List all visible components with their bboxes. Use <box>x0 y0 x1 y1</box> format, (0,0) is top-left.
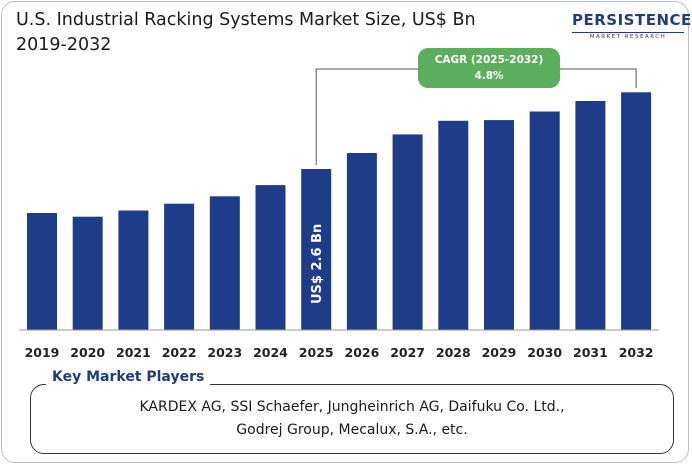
bar-2030 <box>529 111 560 330</box>
bar-2028 <box>438 120 469 330</box>
bar-2020 <box>72 216 103 330</box>
x-tick-2019: 2019 <box>25 345 60 360</box>
cagr-connector-line <box>315 68 637 166</box>
x-tick-2023: 2023 <box>207 345 242 360</box>
bar-2021 <box>118 210 149 330</box>
bars-group <box>27 92 652 330</box>
x-tick-2021: 2021 <box>116 345 151 360</box>
x-tick-2031: 2031 <box>573 345 608 360</box>
bar-2029 <box>484 120 514 330</box>
bar-2025 <box>301 169 332 330</box>
bar-2019 <box>27 213 57 330</box>
bar-2032 <box>621 92 652 330</box>
bar-2024 <box>255 185 286 330</box>
x-tick-2025: 2025 <box>299 345 334 360</box>
x-tick-labels: 2019 2020 2021 2022 2023 2024 2025 2026 2027 2028… <box>25 345 654 360</box>
x-tick-2027: 2027 <box>390 345 425 360</box>
cagr-value: 4.8% <box>474 70 504 82</box>
chart-title: U.S. Industrial Racking Systems Market S… <box>16 10 476 55</box>
key-players-list: KARDEX AG, SSI Schaefer, Jungheinrich AG… <box>139 399 565 438</box>
x-tick-2020: 2020 <box>70 345 105 360</box>
x-tick-2024: 2024 <box>253 345 288 360</box>
key-players-title: Key Market Players <box>46 369 211 385</box>
bar-2022 <box>164 203 195 330</box>
logo-name: PERSISTENCE <box>572 11 692 29</box>
persistence-logo: PERSISTENCE MARKET RESEARCH <box>572 10 692 52</box>
bar-chart: 2019 2020 2021 2022 2023 2024 2025 2026 2027 2028… <box>19 68 660 360</box>
x-tick-2032: 2032 <box>619 345 654 360</box>
highlight-bar-label: US$ 2.6 Bn <box>310 224 325 304</box>
cagr-callout: CAGR (2025-2032) 4.8% <box>418 48 560 88</box>
x-tick-2030: 2030 <box>527 345 562 360</box>
bar-2026 <box>346 153 377 330</box>
bar-2023 <box>209 196 240 330</box>
x-tick-2029: 2029 <box>482 345 517 360</box>
x-tick-2022: 2022 <box>162 345 197 360</box>
logo-tagline: MARKET RESEARCH <box>572 32 684 40</box>
bar-2031 <box>575 101 606 330</box>
bar-2027 <box>392 134 423 330</box>
key-players-box <box>30 384 674 454</box>
cagr-label: CAGR (2025-2032) <box>434 54 544 66</box>
x-tick-2028: 2028 <box>436 345 471 360</box>
x-tick-2026: 2026 <box>345 345 380 360</box>
